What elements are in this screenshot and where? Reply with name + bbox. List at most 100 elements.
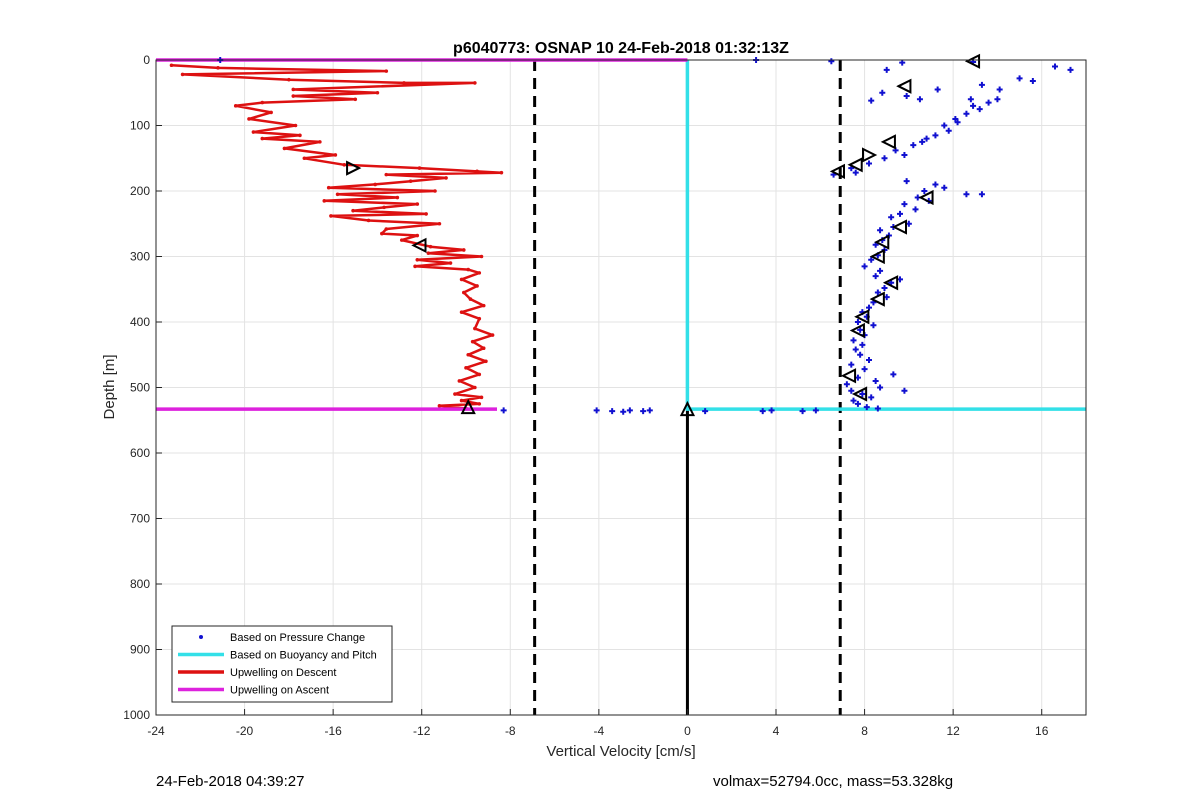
pressure-point bbox=[874, 289, 881, 296]
pressure-point bbox=[626, 407, 633, 414]
descent-point bbox=[373, 182, 378, 187]
descent-point bbox=[287, 77, 291, 82]
x-tick-label: -8 bbox=[505, 724, 516, 738]
descent-point bbox=[169, 63, 174, 68]
pressure-point bbox=[932, 132, 939, 139]
triangle-marker bbox=[346, 160, 362, 176]
pressure-point bbox=[874, 405, 881, 412]
descent-point bbox=[329, 214, 333, 218]
pressure-point bbox=[848, 361, 855, 368]
descent-point bbox=[247, 117, 251, 121]
pressure-point bbox=[903, 93, 910, 100]
descent-point bbox=[415, 233, 420, 238]
pressure-point bbox=[877, 267, 884, 274]
triangle-marker bbox=[411, 237, 427, 253]
descent-point bbox=[375, 90, 380, 95]
descent-point bbox=[384, 227, 389, 231]
pressure-point bbox=[620, 408, 627, 415]
pressure-point bbox=[921, 188, 928, 194]
descent-point bbox=[415, 202, 420, 206]
descent-point bbox=[466, 352, 471, 357]
descent-point bbox=[233, 104, 238, 108]
pressure-point bbox=[759, 408, 766, 415]
pressure-point bbox=[852, 169, 859, 176]
pressure-point bbox=[941, 122, 948, 129]
y-tick-label: 200 bbox=[130, 184, 150, 198]
triangle-marker bbox=[874, 234, 890, 250]
descent-point bbox=[251, 130, 256, 134]
legend: Based on Pressure Change Based on Buoyanc… bbox=[171, 625, 393, 703]
descent-point bbox=[477, 402, 482, 406]
pressure-point bbox=[996, 86, 1003, 93]
pressure-point bbox=[954, 119, 961, 126]
descent-point bbox=[459, 310, 464, 314]
footer-timestamp: 24-Feb-2018 04:39:27 bbox=[156, 773, 305, 790]
pressure-point bbox=[812, 407, 819, 414]
triangle-marker bbox=[851, 386, 868, 402]
descent-point bbox=[461, 248, 466, 252]
pressure-point bbox=[872, 377, 879, 384]
pressure-point bbox=[934, 86, 941, 93]
pressure-point bbox=[1067, 66, 1074, 73]
triangle-marker bbox=[840, 368, 857, 384]
legend-label: Based on Buoyancy and Pitch bbox=[230, 650, 377, 662]
pressure-point bbox=[963, 191, 970, 198]
pressure-point bbox=[799, 408, 806, 415]
pressure-point bbox=[593, 407, 600, 414]
x-tick-label: 0 bbox=[684, 724, 691, 738]
pressure-point bbox=[888, 214, 895, 221]
pressure-point bbox=[923, 135, 930, 142]
pressure-point bbox=[945, 127, 952, 134]
footer-summary: volmax=52794.0cc, mass=53.328kg bbox=[713, 773, 954, 790]
pressure-point bbox=[768, 407, 775, 414]
x-tick-label: 8 bbox=[861, 724, 868, 738]
chart-title: p6040773: OSNAP 10 24-Feb-2018 01:32:13Z bbox=[453, 40, 789, 57]
descent-point bbox=[298, 133, 302, 138]
descent-point bbox=[413, 264, 417, 269]
descent-point bbox=[366, 218, 371, 223]
descent-point bbox=[282, 146, 287, 151]
descent-point bbox=[428, 244, 433, 249]
series-line-buoyancy-pitch bbox=[685, 60, 1086, 411]
y-tick-label: 300 bbox=[130, 250, 150, 264]
y-axis-label: Depth [m] bbox=[101, 354, 118, 419]
triangle-marker bbox=[460, 398, 476, 415]
pressure-point bbox=[976, 106, 983, 113]
descent-point bbox=[402, 81, 406, 85]
pressure-point bbox=[861, 366, 868, 373]
descent-point bbox=[302, 156, 307, 161]
pressure-point bbox=[978, 191, 985, 198]
pressure-point bbox=[852, 346, 859, 353]
triangle-marker bbox=[869, 248, 885, 265]
descent-point bbox=[477, 372, 482, 377]
descent-point bbox=[353, 97, 358, 102]
descent-point bbox=[477, 316, 482, 321]
pressure-point bbox=[897, 210, 903, 217]
descent-point bbox=[424, 212, 428, 216]
pressure-point bbox=[967, 96, 974, 103]
descent-point bbox=[260, 100, 265, 105]
pressure-point bbox=[910, 142, 917, 149]
pressure-point bbox=[901, 151, 908, 158]
y-tick-label: 400 bbox=[130, 315, 150, 329]
pressure-point bbox=[859, 341, 866, 348]
descent-point bbox=[453, 392, 457, 396]
pressure-point bbox=[899, 59, 906, 66]
y-tick-label: 600 bbox=[130, 446, 150, 460]
triangle-marker bbox=[918, 189, 934, 206]
y-tick-label: 100 bbox=[130, 119, 150, 133]
pressure-point bbox=[970, 102, 977, 109]
triangle-marker bbox=[880, 134, 896, 150]
triangle-marker bbox=[869, 291, 885, 307]
descent-point bbox=[470, 339, 475, 344]
descent-point bbox=[384, 172, 389, 177]
descent-point bbox=[260, 136, 265, 141]
pressure-point bbox=[868, 97, 875, 104]
pressure-point bbox=[868, 394, 875, 401]
descent-point bbox=[499, 170, 504, 175]
descent-point bbox=[382, 205, 386, 210]
legend-label: Upwelling on Descent bbox=[230, 667, 336, 679]
pressure-point bbox=[646, 407, 653, 414]
pressure-point bbox=[828, 58, 835, 65]
descent-point bbox=[380, 231, 384, 236]
